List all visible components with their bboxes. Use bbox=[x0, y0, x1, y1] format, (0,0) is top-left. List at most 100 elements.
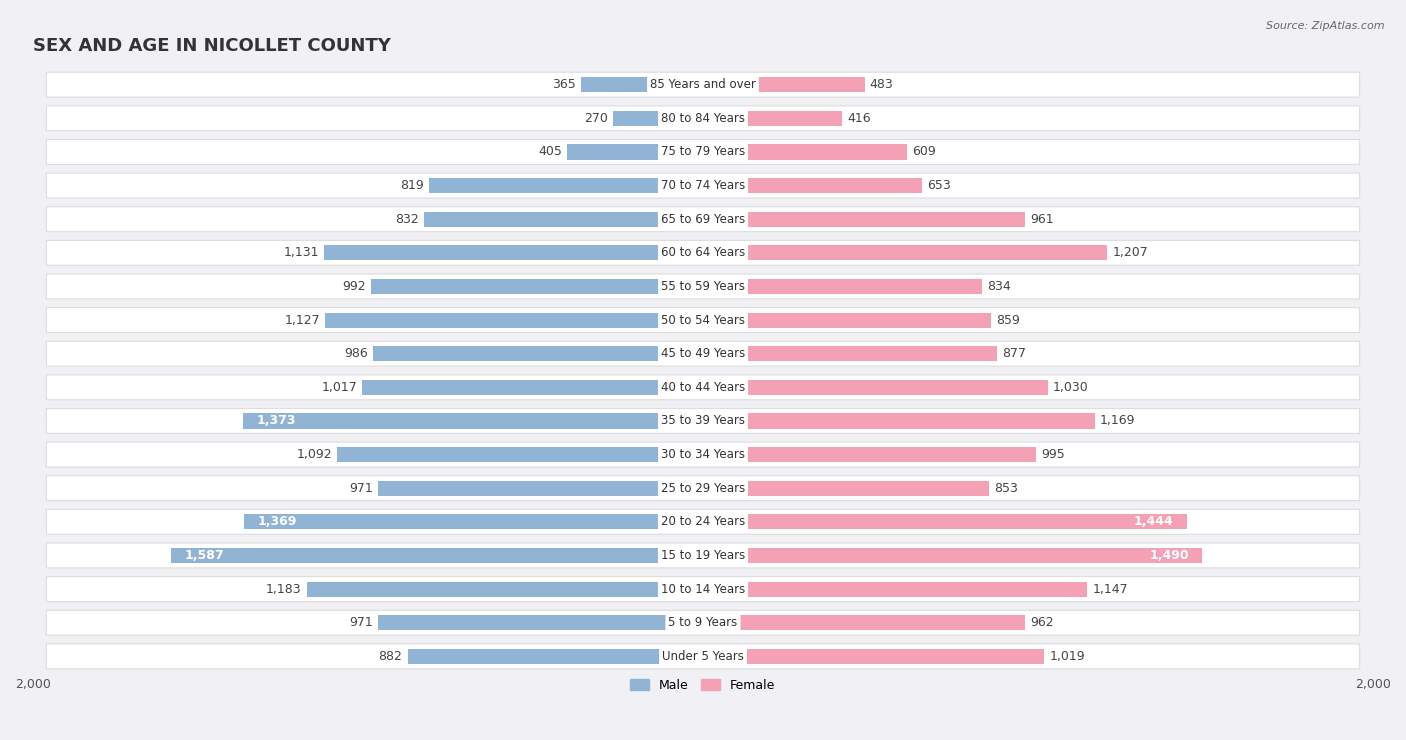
Text: 1,030: 1,030 bbox=[1053, 381, 1088, 394]
Text: 30 to 34 Years: 30 to 34 Years bbox=[661, 448, 745, 461]
Bar bbox=[703, 346, 997, 361]
Bar bbox=[703, 548, 1202, 563]
Text: 609: 609 bbox=[912, 146, 936, 158]
Bar bbox=[703, 144, 907, 160]
Bar bbox=[245, 514, 703, 529]
Text: 60 to 64 Years: 60 to 64 Years bbox=[661, 246, 745, 259]
Bar bbox=[703, 615, 1025, 630]
Text: 1,444: 1,444 bbox=[1133, 515, 1174, 528]
Legend: Male, Female: Male, Female bbox=[626, 674, 780, 697]
FancyBboxPatch shape bbox=[46, 274, 1360, 299]
Text: 50 to 54 Years: 50 to 54 Years bbox=[661, 314, 745, 326]
Bar bbox=[325, 312, 703, 328]
Bar bbox=[703, 447, 1036, 462]
Text: 45 to 49 Years: 45 to 49 Years bbox=[661, 347, 745, 360]
FancyBboxPatch shape bbox=[46, 73, 1360, 97]
Text: 1,373: 1,373 bbox=[256, 414, 295, 428]
Text: 35 to 39 Years: 35 to 39 Years bbox=[661, 414, 745, 428]
Text: 1,169: 1,169 bbox=[1099, 414, 1135, 428]
FancyBboxPatch shape bbox=[46, 509, 1360, 534]
Bar bbox=[408, 649, 703, 664]
Bar bbox=[703, 312, 991, 328]
Text: 832: 832 bbox=[395, 212, 419, 226]
FancyBboxPatch shape bbox=[46, 576, 1360, 602]
Text: 55 to 59 Years: 55 to 59 Years bbox=[661, 280, 745, 293]
Bar bbox=[337, 447, 703, 462]
Text: 834: 834 bbox=[987, 280, 1011, 293]
FancyBboxPatch shape bbox=[46, 408, 1360, 434]
Text: 25 to 29 Years: 25 to 29 Years bbox=[661, 482, 745, 495]
Text: 877: 877 bbox=[1002, 347, 1026, 360]
Bar bbox=[703, 514, 1187, 529]
Text: 5 to 9 Years: 5 to 9 Years bbox=[668, 616, 738, 629]
Text: 1,127: 1,127 bbox=[285, 314, 321, 326]
Text: 971: 971 bbox=[349, 482, 373, 495]
Bar bbox=[703, 245, 1108, 260]
Text: 819: 819 bbox=[399, 179, 423, 192]
Text: 853: 853 bbox=[994, 482, 1018, 495]
FancyBboxPatch shape bbox=[46, 610, 1360, 635]
Text: 85 Years and over: 85 Years and over bbox=[650, 78, 756, 91]
Text: 40 to 44 Years: 40 to 44 Years bbox=[661, 381, 745, 394]
Text: 80 to 84 Years: 80 to 84 Years bbox=[661, 112, 745, 125]
Bar bbox=[567, 144, 703, 160]
Text: 270: 270 bbox=[583, 112, 607, 125]
Text: 971: 971 bbox=[349, 616, 373, 629]
Bar bbox=[703, 649, 1045, 664]
Text: 1,587: 1,587 bbox=[184, 549, 225, 562]
Bar bbox=[371, 279, 703, 294]
Text: 365: 365 bbox=[553, 78, 575, 91]
Text: Source: ZipAtlas.com: Source: ZipAtlas.com bbox=[1267, 21, 1385, 31]
Text: 75 to 79 Years: 75 to 79 Years bbox=[661, 146, 745, 158]
Bar bbox=[703, 178, 922, 193]
Bar bbox=[703, 481, 988, 496]
FancyBboxPatch shape bbox=[46, 106, 1360, 131]
Text: 859: 859 bbox=[995, 314, 1019, 326]
Text: 70 to 74 Years: 70 to 74 Years bbox=[661, 179, 745, 192]
Bar bbox=[378, 481, 703, 496]
FancyBboxPatch shape bbox=[46, 308, 1360, 332]
Text: 416: 416 bbox=[848, 112, 872, 125]
Text: 405: 405 bbox=[538, 146, 562, 158]
FancyBboxPatch shape bbox=[46, 206, 1360, 232]
FancyBboxPatch shape bbox=[46, 240, 1360, 265]
Bar bbox=[703, 279, 983, 294]
Text: 992: 992 bbox=[342, 280, 366, 293]
Text: 962: 962 bbox=[1031, 616, 1054, 629]
Bar bbox=[703, 212, 1025, 226]
Bar bbox=[703, 380, 1047, 395]
Bar bbox=[703, 414, 1095, 428]
Text: 483: 483 bbox=[870, 78, 894, 91]
Bar bbox=[613, 111, 703, 126]
Bar bbox=[378, 615, 703, 630]
Text: 10 to 14 Years: 10 to 14 Years bbox=[661, 582, 745, 596]
Text: 20 to 24 Years: 20 to 24 Years bbox=[661, 515, 745, 528]
Text: SEX AND AGE IN NICOLLET COUNTY: SEX AND AGE IN NICOLLET COUNTY bbox=[32, 37, 391, 56]
FancyBboxPatch shape bbox=[46, 173, 1360, 198]
Bar bbox=[703, 77, 865, 92]
FancyBboxPatch shape bbox=[46, 644, 1360, 669]
FancyBboxPatch shape bbox=[46, 442, 1360, 467]
Bar bbox=[581, 77, 703, 92]
Bar bbox=[323, 245, 703, 260]
FancyBboxPatch shape bbox=[46, 140, 1360, 164]
Text: 1,017: 1,017 bbox=[322, 381, 357, 394]
Bar bbox=[703, 582, 1087, 596]
Text: 1,183: 1,183 bbox=[266, 582, 302, 596]
Bar bbox=[307, 582, 703, 596]
Bar bbox=[363, 380, 703, 395]
Text: 1,147: 1,147 bbox=[1092, 582, 1128, 596]
Text: 961: 961 bbox=[1031, 212, 1053, 226]
Text: 1,207: 1,207 bbox=[1112, 246, 1149, 259]
FancyBboxPatch shape bbox=[46, 476, 1360, 501]
Bar bbox=[373, 346, 703, 361]
Text: 995: 995 bbox=[1042, 448, 1066, 461]
Bar bbox=[429, 178, 703, 193]
Text: 1,490: 1,490 bbox=[1149, 549, 1189, 562]
Text: 653: 653 bbox=[927, 179, 950, 192]
Bar bbox=[425, 212, 703, 226]
FancyBboxPatch shape bbox=[46, 375, 1360, 400]
Text: 65 to 69 Years: 65 to 69 Years bbox=[661, 212, 745, 226]
Text: 1,131: 1,131 bbox=[284, 246, 319, 259]
Text: 1,369: 1,369 bbox=[257, 515, 297, 528]
